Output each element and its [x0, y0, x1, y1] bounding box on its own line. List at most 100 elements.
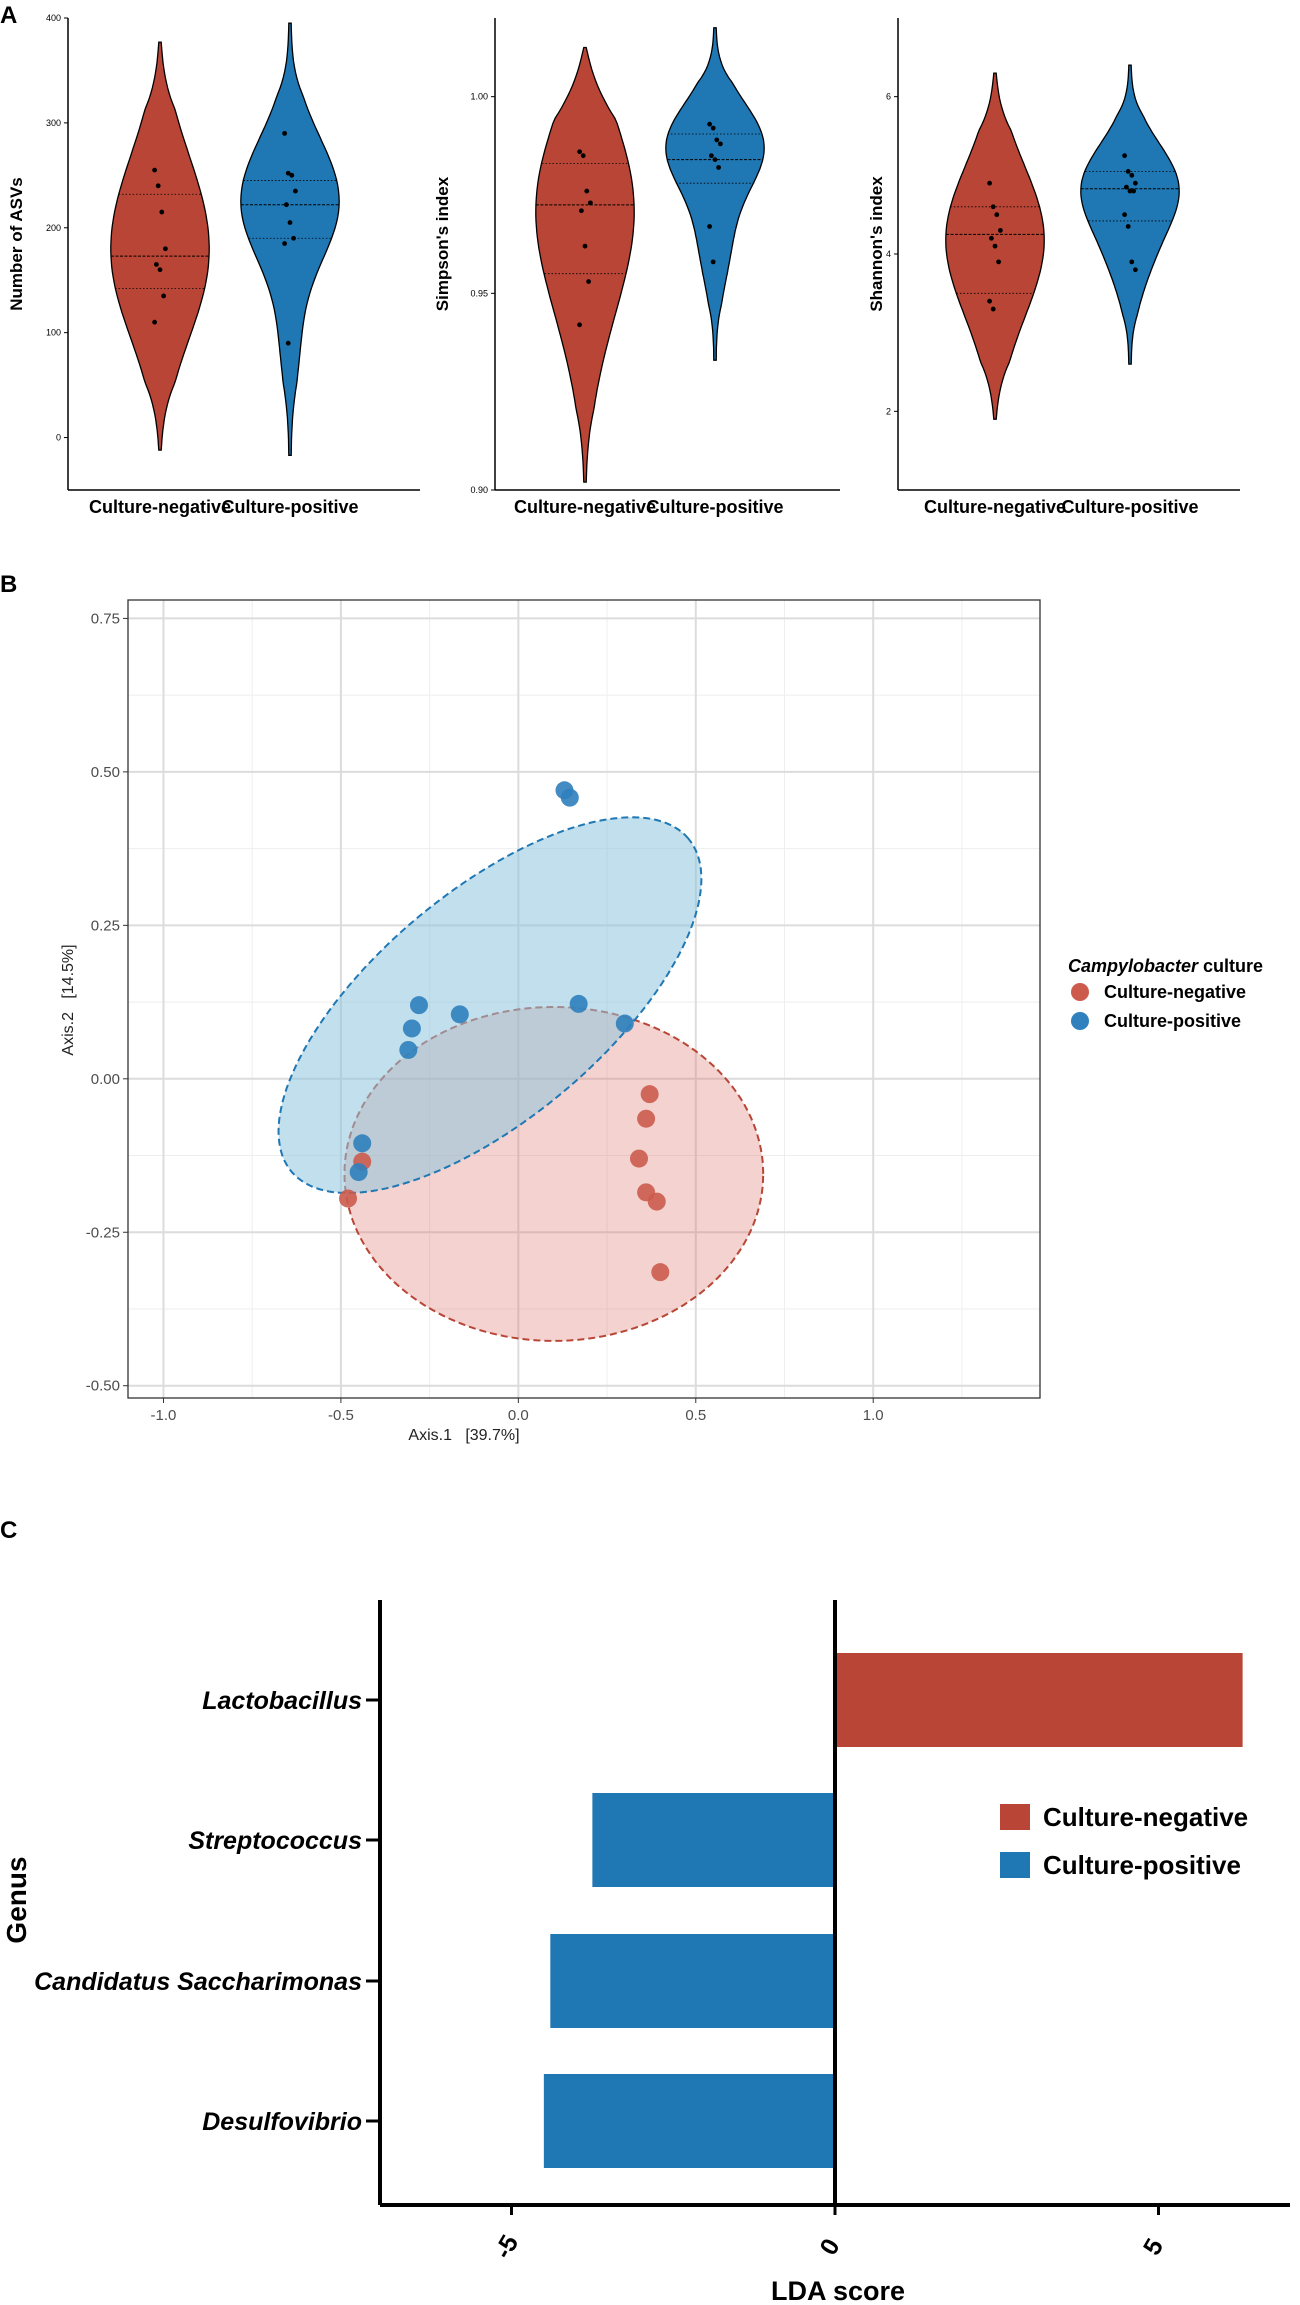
data-point: [998, 228, 1003, 233]
data-point: [994, 212, 1000, 218]
x-axis-title: Axis.1 [39.7%]: [408, 1427, 519, 1444]
data-point: [157, 267, 163, 273]
point-culture-positive: [349, 1163, 368, 1182]
violin-culture-positive: [665, 27, 765, 361]
data-point: [710, 259, 716, 265]
violin-chart-simpson: 0.90 0.95 1.00 Simpson's index Culture-negat…: [433, 18, 840, 517]
data-point: [1133, 267, 1138, 273]
point-culture-negative: [651, 1263, 670, 1282]
legend-title-italic: Campylobacter: [1068, 956, 1199, 976]
y-category-label: Lactobacillus: [202, 1687, 362, 1715]
legend-swatch: [1000, 1852, 1030, 1878]
data-point: [588, 200, 593, 206]
data-point: [579, 208, 584, 214]
point-culture-positive: [569, 994, 588, 1013]
y-tick-label: 0.90: [470, 485, 488, 495]
data-point: [709, 153, 714, 159]
data-point: [707, 224, 712, 229]
data-point: [577, 149, 582, 155]
legend-swatch: [1000, 1804, 1030, 1830]
y-axis-title: Genus: [1, 1856, 32, 1943]
x-tick-label: 0.0: [508, 1407, 529, 1424]
data-point: [285, 340, 291, 346]
x-category-label: Culture-positive: [221, 497, 358, 517]
bar-streptococcus: [592, 1793, 835, 1887]
y-axis-label: Shannon's index: [867, 176, 886, 312]
point-culture-negative: [647, 1192, 666, 1211]
data-point: [161, 293, 167, 299]
data-point: [990, 306, 996, 312]
data-point: [989, 235, 994, 241]
x-tick-label: -1.0: [151, 1407, 177, 1424]
data-point: [1127, 188, 1133, 194]
plot-frame: [127, 599, 1041, 1399]
data-point: [284, 202, 289, 208]
data-point: [584, 188, 590, 194]
data-point: [152, 319, 158, 325]
data-point: [154, 262, 159, 267]
y-axis-title: Axis.2 [14.5%]: [60, 944, 77, 1055]
violin-culture-positive: [1080, 64, 1180, 365]
x-category-label: Culture-positive: [1061, 497, 1198, 517]
data-point: [710, 125, 716, 131]
y-tick-label: 0.25: [91, 917, 120, 934]
data-point: [987, 298, 992, 304]
lda-bar-chart: Lactobacillus Streptococcus Candidatus Sac…: [1, 1600, 1290, 2305]
data-point: [718, 141, 723, 147]
data-point: [714, 137, 720, 143]
point-culture-positive: [399, 1040, 418, 1059]
data-point: [291, 235, 296, 241]
data-point: [707, 121, 712, 127]
data-point: [1122, 153, 1127, 159]
x-category-label: Culture-negative: [924, 497, 1066, 517]
y-tick-label: 100: [46, 328, 61, 338]
data-point: [282, 241, 287, 246]
y-tick-label: 6: [886, 92, 891, 102]
data-point: [996, 259, 1001, 265]
point-culture-positive: [353, 1134, 372, 1153]
point-culture-positive: [560, 788, 579, 807]
y-tick-label: 4: [886, 249, 891, 259]
data-point: [1122, 212, 1127, 218]
pcoa-scatter-chart: -1.0 -0.5 0.0 0.5 1.0 -0.50 -0.25 0.00 0.25 0.50 0…: [60, 599, 1263, 1444]
point-culture-negative: [640, 1085, 659, 1104]
y-tick-label: 300: [46, 118, 61, 128]
panel-label-c: C: [0, 1517, 17, 1544]
data-point: [163, 246, 168, 252]
y-category-label: Desulfovibrio: [202, 2108, 362, 2136]
bar-desulfovibrio: [543, 2074, 835, 2168]
y-tick-label: 1.00: [470, 92, 488, 102]
x-tick-label: 0: [814, 2234, 845, 2260]
data-point: [716, 165, 721, 170]
panel-label-b: B: [0, 571, 17, 598]
y-tick-label: -0.50: [86, 1378, 120, 1395]
x-tick-label: 5: [1138, 2234, 1169, 2260]
point-culture-positive: [402, 1019, 421, 1038]
data-point: [1129, 172, 1135, 178]
data-point: [282, 130, 287, 136]
data-point: [990, 204, 996, 210]
violin-chart-shannon: 2 4 6 Shannon's index Culture-negativeCultur…: [867, 18, 1240, 517]
violin-culture-negative: [535, 46, 635, 483]
x-category-label: Culture-negative: [514, 497, 656, 517]
data-point: [1133, 180, 1138, 186]
bar-candidatus-saccharimonas: [550, 1934, 835, 2028]
y-tick-label: 0.00: [91, 1071, 120, 1088]
x-tick-label: 0.5: [685, 1407, 706, 1424]
data-point: [285, 170, 291, 176]
legend-label: Culture-positive: [1104, 1011, 1241, 1031]
y-tick-label: 2: [886, 406, 891, 416]
x-category-label: Culture-negative: [89, 497, 231, 517]
y-tick-label: 200: [46, 223, 61, 233]
violin-culture-positive: [240, 22, 340, 457]
y-category-label: Candidatus Saccharimonas: [34, 1968, 362, 1996]
point-culture-negative: [630, 1149, 649, 1168]
legend-swatch: [1071, 1012, 1089, 1030]
legend-title: Campylobacter culture: [1068, 956, 1263, 976]
legend-title-rest: culture: [1198, 956, 1263, 976]
data-point: [1125, 224, 1131, 229]
x-axis-title: LDA score: [771, 2276, 905, 2305]
data-point: [712, 157, 718, 163]
data-point: [152, 167, 158, 173]
data-point: [155, 183, 161, 189]
